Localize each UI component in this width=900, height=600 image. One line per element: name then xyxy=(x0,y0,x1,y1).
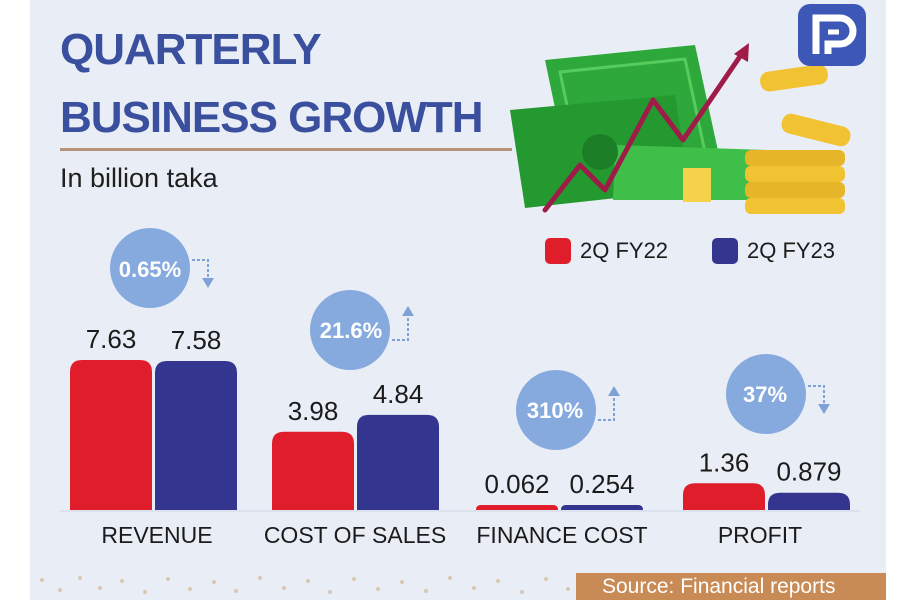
change-label-revenue: 0.65% xyxy=(118,257,182,282)
category-label-profit: PROFIT xyxy=(717,522,803,548)
arrow-up-icon-cost-of-sales xyxy=(392,306,414,341)
bar-profit-fy23 xyxy=(768,492,850,510)
value-label-revenue-fy23: 7.58 xyxy=(171,325,222,355)
chart-title: QUARTERLY BUSINESS GROWTH xyxy=(60,25,484,142)
arrow-down-icon-profit xyxy=(808,385,830,414)
money-growth-illustration xyxy=(510,43,851,214)
value-label-finance-cost-fy23: 0.254 xyxy=(569,469,634,499)
category-label-finance-cost: FINANCE COST xyxy=(476,522,648,548)
legend-item-2q-fy22: 2Q FY22 xyxy=(545,238,668,264)
change-bubble-cost-of-sales xyxy=(310,290,390,370)
value-label-finance-cost-fy22: 0.062 xyxy=(484,469,549,499)
bar-cost-of-sales-fy23 xyxy=(357,414,439,510)
legend-label-fy23: 2Q FY23 xyxy=(747,238,836,263)
legend-swatch-fy22 xyxy=(545,238,571,264)
bar-revenue-fy23 xyxy=(155,360,237,510)
legend-item-2q-fy23: 2Q FY23 xyxy=(712,238,835,264)
change-bubble-revenue xyxy=(110,228,190,308)
gold-coins-icon xyxy=(745,64,851,214)
legend-label-fy22: 2Q FY22 xyxy=(580,238,669,263)
change-label-cost-of-sales: 21.6% xyxy=(319,318,383,343)
chart-subtitle: In billion taka xyxy=(60,163,218,193)
change-label-profit: 37% xyxy=(742,382,788,407)
bar-finance-cost-fy22 xyxy=(476,505,558,510)
banknote-icon xyxy=(510,45,765,208)
change-label-finance-cost: 310% xyxy=(526,398,584,423)
title-line-2: BUSINESS GROWTH xyxy=(60,93,484,142)
title-line-1: QUARTERLY xyxy=(60,25,322,74)
trend-arrow-icon xyxy=(542,43,749,213)
value-label-profit-fy22: 1.36 xyxy=(699,447,750,477)
bar-revenue-fy22 xyxy=(70,360,152,510)
value-label-profit-fy23: 0.879 xyxy=(776,457,841,487)
bar-cost-of-sales-fy22 xyxy=(272,431,354,510)
value-label-cost-of-sales-fy23: 4.84 xyxy=(373,379,424,409)
legend-swatch-fy23 xyxy=(712,238,738,264)
bar-profit-fy22 xyxy=(683,483,765,510)
source-note: Source: Financial reports xyxy=(576,573,886,600)
change-bubble-profit xyxy=(726,354,806,434)
logo-icon xyxy=(798,4,866,66)
change-bubble-finance-cost xyxy=(516,370,596,450)
title-divider xyxy=(60,148,512,151)
value-label-cost-of-sales-fy22: 3.98 xyxy=(288,396,339,426)
arrow-down-icon-revenue xyxy=(192,259,214,288)
category-label-revenue: REVENUE xyxy=(101,522,213,548)
bar-finance-cost-fy23 xyxy=(561,505,643,510)
category-label-cost-of-sales: COST OF SALES xyxy=(263,522,447,548)
arrow-up-icon-finance-cost xyxy=(598,386,620,421)
decorative-pattern xyxy=(40,576,570,594)
value-label-revenue-fy22: 7.63 xyxy=(86,324,137,354)
